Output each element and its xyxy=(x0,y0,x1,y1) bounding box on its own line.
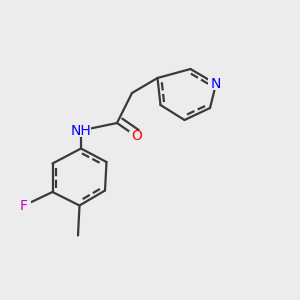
FancyBboxPatch shape xyxy=(208,78,224,90)
Text: O: O xyxy=(131,130,142,143)
Text: N: N xyxy=(211,77,221,91)
Text: NH: NH xyxy=(70,124,92,137)
FancyBboxPatch shape xyxy=(71,124,91,136)
Text: F: F xyxy=(20,199,28,212)
FancyBboxPatch shape xyxy=(17,200,31,211)
FancyBboxPatch shape xyxy=(129,131,144,142)
